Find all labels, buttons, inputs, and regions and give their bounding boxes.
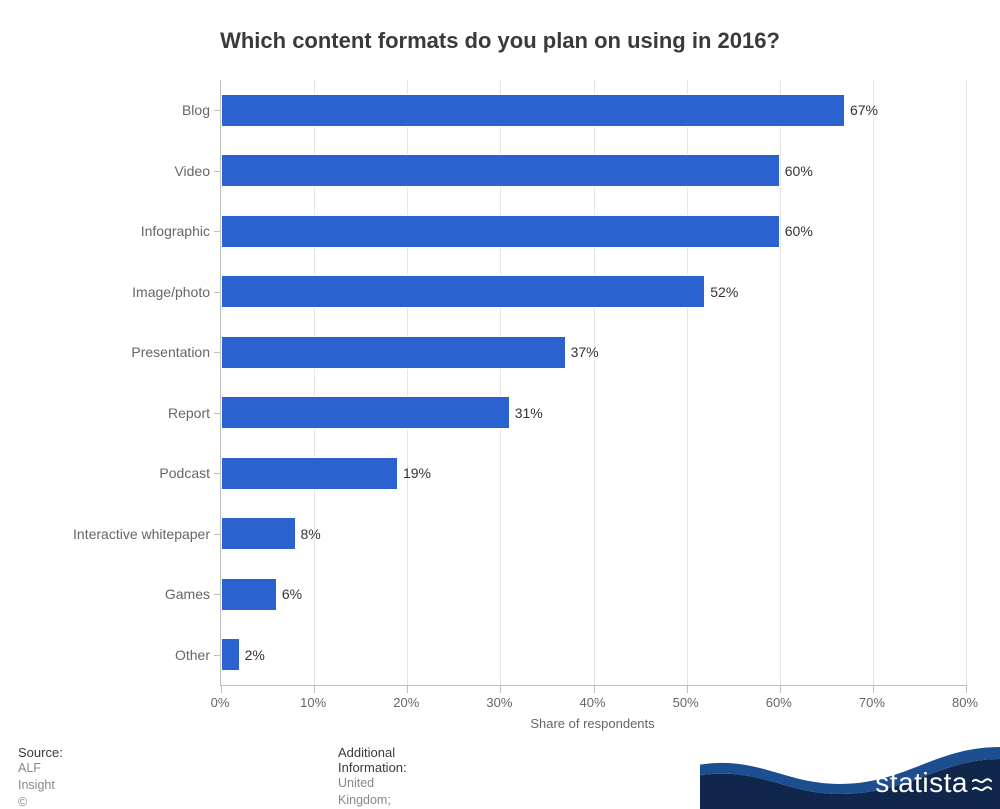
- bar-value-label: 19%: [403, 465, 431, 481]
- y-category-label: Podcast: [10, 465, 210, 481]
- x-tick: [780, 685, 781, 693]
- logo-wave-icon: [972, 775, 992, 795]
- bar-value-label: 52%: [710, 284, 738, 300]
- bar-value-label: 6%: [282, 586, 302, 602]
- plot-area: [220, 80, 966, 686]
- x-tick: [873, 685, 874, 693]
- y-tick: [214, 171, 221, 172]
- bar-value-label: 37%: [571, 344, 599, 360]
- y-category-label: Report: [10, 405, 210, 421]
- bar: [221, 396, 510, 429]
- gridline: [873, 80, 874, 685]
- x-axis-title: Share of respondents: [220, 716, 965, 731]
- bar: [221, 94, 845, 127]
- x-tick-label: 10%: [300, 695, 326, 710]
- y-category-label: Presentation: [10, 344, 210, 360]
- x-tick: [314, 685, 315, 693]
- x-tick: [500, 685, 501, 693]
- footer-info: Additional Information: United Kingdom; …: [338, 745, 412, 809]
- y-category-label: Games: [10, 586, 210, 602]
- x-tick: [407, 685, 408, 693]
- y-category-label: Infographic: [10, 223, 210, 239]
- source-title: Source:: [18, 745, 63, 760]
- x-tick-label: 50%: [673, 695, 699, 710]
- x-tick: [966, 685, 967, 693]
- y-tick: [214, 655, 221, 656]
- y-tick: [214, 413, 221, 414]
- x-tick-label: 30%: [486, 695, 512, 710]
- y-tick: [214, 110, 221, 111]
- bar-value-label: 67%: [850, 102, 878, 118]
- x-tick-label: 70%: [859, 695, 885, 710]
- bar: [221, 517, 296, 550]
- bar: [221, 578, 277, 611]
- gridline: [966, 80, 967, 685]
- y-tick: [214, 473, 221, 474]
- y-category-label: Image/photo: [10, 284, 210, 300]
- bar: [221, 457, 398, 490]
- bar: [221, 215, 780, 248]
- y-tick: [214, 534, 221, 535]
- x-tick: [221, 685, 222, 693]
- y-tick: [214, 352, 221, 353]
- x-tick: [594, 685, 595, 693]
- bar-value-label: 2%: [245, 647, 265, 663]
- statista-logo: statista: [700, 739, 1000, 809]
- x-tick-label: 20%: [393, 695, 419, 710]
- y-category-label: Interactive whitepaper: [10, 526, 210, 542]
- x-tick: [687, 685, 688, 693]
- chart-title: Which content formats do you plan on usi…: [0, 28, 1000, 54]
- gridline: [780, 80, 781, 685]
- bar: [221, 336, 566, 369]
- footer-source: Source: ALF Insight© Statista 2017: [18, 745, 63, 809]
- y-category-label: Other: [10, 647, 210, 663]
- info-title: Additional Information:: [338, 745, 412, 775]
- x-tick-label: 0%: [211, 695, 230, 710]
- bar-value-label: 31%: [515, 405, 543, 421]
- bar-value-label: 60%: [785, 223, 813, 239]
- y-tick: [214, 292, 221, 293]
- y-category-label: Video: [10, 163, 210, 179]
- x-tick-label: 60%: [766, 695, 792, 710]
- bar: [221, 154, 780, 187]
- info-body: United Kingdom; 2016*; 200 Respondents: [338, 775, 412, 809]
- x-tick-label: 40%: [579, 695, 605, 710]
- logo-text: statista: [875, 767, 968, 799]
- y-category-label: Blog: [10, 102, 210, 118]
- bar: [221, 275, 705, 308]
- bar: [221, 638, 240, 671]
- x-tick-label: 80%: [952, 695, 978, 710]
- bar-value-label: 8%: [301, 526, 321, 542]
- y-tick: [214, 594, 221, 595]
- source-body: ALF Insight© Statista 2017: [18, 760, 63, 809]
- bar-value-label: 60%: [785, 163, 813, 179]
- y-tick: [214, 231, 221, 232]
